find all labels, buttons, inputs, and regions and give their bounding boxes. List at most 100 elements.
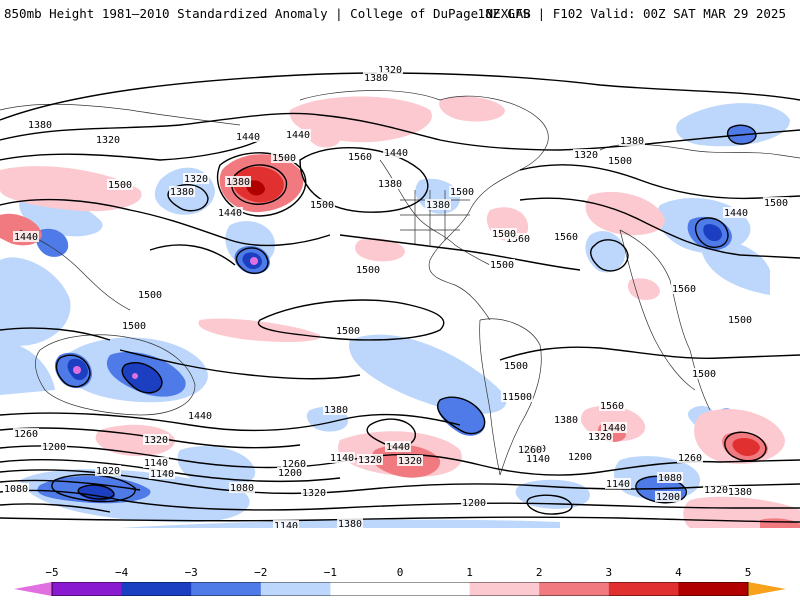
- contour-label-bg: [377, 64, 403, 75]
- contour-label: 1440: [384, 148, 408, 159]
- contour-label-bg: [13, 428, 39, 439]
- contour-label-bg: [95, 465, 121, 476]
- contour-label: 1020: [96, 466, 120, 477]
- contour-label: 1380: [170, 187, 194, 198]
- contour-label-bg: [507, 391, 533, 402]
- contour-label-bg: [277, 467, 303, 478]
- colorbar: −5 −4 −3 −2 −1 0 1 2 3 4 5: [0, 566, 800, 600]
- contour-label: 1500: [336, 326, 360, 337]
- contour-label: 1380: [378, 179, 402, 190]
- contour-label-bg: [599, 400, 625, 411]
- contour-label: 1560: [506, 234, 530, 245]
- contour-label: 1260: [282, 459, 306, 470]
- cb-seg-pos4: [678, 582, 749, 596]
- contour-label-bg: [183, 173, 209, 184]
- cb-seg-pos1: [469, 582, 540, 596]
- contour-label-bg: [525, 453, 551, 464]
- contour-label: 1320: [398, 456, 422, 467]
- contour-label: 1080: [4, 484, 28, 495]
- contour-label-bg: [337, 518, 363, 528]
- contour-label: 1500: [692, 369, 716, 380]
- contour-label-bg: [723, 207, 749, 218]
- contour-label-bg: [329, 452, 355, 463]
- contour-label-bg: [281, 458, 307, 469]
- contour-label-bg: [235, 131, 261, 142]
- contour-label: 1320: [378, 65, 402, 76]
- contour-label-bg: [301, 487, 327, 498]
- contour-label-bg: [671, 283, 697, 294]
- header: 850mb Height 1981–2010 Standardized Anom…: [0, 0, 800, 30]
- contour-label-bg: [763, 197, 789, 208]
- contour-label-bg: [107, 179, 133, 190]
- contour-label: 1500: [138, 290, 162, 301]
- contour-label: 1380: [728, 487, 752, 498]
- colorbar-tick-label: −4: [114, 566, 129, 579]
- contour-label-bg: [727, 314, 753, 325]
- contour-label-bg: [677, 452, 703, 463]
- colorbar-tick-label: −5: [45, 566, 59, 579]
- contour-label: 1500: [608, 156, 632, 167]
- contour-label: 1500: [356, 265, 380, 276]
- contour-label: 1320: [704, 485, 728, 496]
- contour-label: 1500: [728, 315, 752, 326]
- contour-label: 1080: [230, 483, 254, 494]
- colorbar-max-arrow: [748, 582, 786, 596]
- contour-label-bg: [225, 176, 251, 187]
- contour-label: 1500: [508, 392, 532, 403]
- contour-label-bg: [271, 152, 297, 163]
- cb-seg-zero-neg: [330, 582, 401, 596]
- contour-label: 1440: [602, 423, 626, 434]
- contour-label-bg: [505, 233, 531, 244]
- contour-label: 1380: [338, 519, 362, 528]
- contour-label: 1080: [658, 473, 682, 484]
- contour-label-bg: [217, 207, 243, 218]
- contour-label: 1500: [504, 361, 528, 372]
- contour-label: 1380: [364, 73, 388, 84]
- contour-label: 1320: [358, 455, 382, 466]
- contour-label: 1380: [226, 177, 250, 188]
- contour-label-bg: [727, 486, 753, 497]
- contour-label-bg: [397, 455, 423, 466]
- run-info: 18Z GFS | F102 Valid: 00Z SAT MAR 29 202…: [477, 6, 786, 21]
- contour-label-bg: [169, 186, 195, 197]
- contour-label: 1140: [330, 453, 354, 464]
- contour-label-bg: [567, 451, 593, 462]
- contour-label-bg: [449, 186, 475, 197]
- contour-label: 1140: [150, 469, 174, 480]
- contour-label: 1500: [450, 187, 474, 198]
- contour-label: 1380: [426, 200, 450, 211]
- contour-label-bg: [607, 155, 633, 166]
- contour-label-bg: [229, 482, 255, 493]
- contour-label: 1140: [526, 454, 550, 465]
- contour-label: 1560: [600, 401, 624, 412]
- contour-label: 1440: [286, 130, 310, 141]
- contour-label-bg: [273, 520, 299, 528]
- contour-label: 1440: [386, 442, 410, 453]
- contour-label-bg: [95, 134, 121, 145]
- cb-seg-zero-pos: [400, 582, 471, 596]
- contour-label: 1200: [568, 452, 592, 463]
- contour-label-bg: [385, 441, 411, 452]
- contour-label-bg: [587, 431, 613, 442]
- contour-label: 1440: [188, 411, 212, 422]
- contour-label: 1380: [554, 415, 578, 426]
- contour-label: 1320: [302, 488, 326, 499]
- contour-label: 1200: [462, 498, 486, 509]
- contour-label-bg: [553, 414, 579, 425]
- contour-label: 1380: [324, 405, 348, 416]
- contour-label-bg: [425, 199, 451, 210]
- map-panel: 1320 1380 1440 1380 1320 1440 1500 1560 1500 1380…: [0, 30, 800, 528]
- cb-seg-pos3: [608, 582, 679, 596]
- contour-label-bg: [121, 320, 147, 331]
- contour-label-bg: [461, 497, 487, 508]
- contour-label-bg: [41, 441, 67, 452]
- contour-label: 1380: [620, 136, 644, 147]
- contour-label: 1500: [492, 229, 516, 240]
- contour-label-bg: [149, 468, 175, 479]
- contour-label: 1140: [606, 479, 630, 490]
- colorbar-tick-label: 3: [605, 566, 613, 579]
- contour-label-bg: [13, 231, 39, 242]
- contour-label-bg: [335, 325, 361, 336]
- colorbar-tick-label: 0: [396, 566, 404, 579]
- contour-label: 1140: [274, 521, 298, 528]
